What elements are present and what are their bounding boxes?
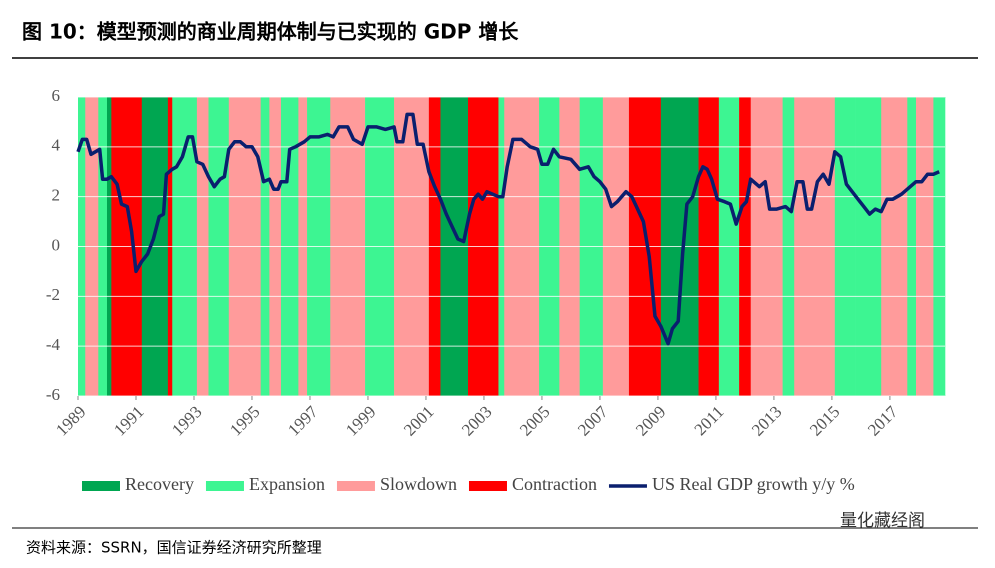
legend-swatch [336,481,375,491]
y-tick-label: -4 [46,335,61,354]
y-tick-label: 4 [52,136,61,155]
x-tick-label: 2017 [864,402,902,440]
x-tick-label: 2013 [748,402,785,439]
x-tick-label: 2009 [632,402,669,439]
y-tick-label: -6 [46,385,60,404]
y-tick-label: -2 [46,285,60,304]
legend-label: Recovery [125,474,194,494]
chart-title: 图 10：模型预测的商业周期体制与已实现的 GDP 增长 [22,20,519,44]
y-tick-label: 6 [52,86,61,105]
x-tick-label: 2001 [400,402,437,439]
y-tick-label: 0 [52,235,61,254]
legend-label: Slowdown [380,474,457,494]
x-tick-label: 1993 [168,402,205,439]
watermark: 量化藏经阁 [840,511,925,531]
x-tick-label: 1989 [52,402,89,439]
legend-label: Contraction [512,474,597,494]
x-tick-label: 1991 [110,402,147,439]
x-tick-label: 2011 [690,402,727,439]
legend-swatch [205,481,244,491]
y-tick-label: 2 [52,186,61,205]
legend-label: Expansion [249,474,325,494]
x-tick-label: 1997 [284,402,322,440]
x-tick-label: 2007 [574,402,612,440]
x-tick-label: 1999 [342,402,379,439]
source-note: 资料来源：SSRN，国信证券经济研究所整理 [26,539,322,557]
x-tick-label: 2015 [806,402,843,439]
x-tick-label: 1995 [226,402,263,439]
legend-swatch [82,481,120,491]
legend-swatch [468,481,507,491]
legend-label: US Real GDP growth y/y % [652,474,855,494]
gdp-line [76,112,940,346]
x-tick-label: 2003 [458,402,495,439]
x-tick-label: 2005 [516,402,553,439]
